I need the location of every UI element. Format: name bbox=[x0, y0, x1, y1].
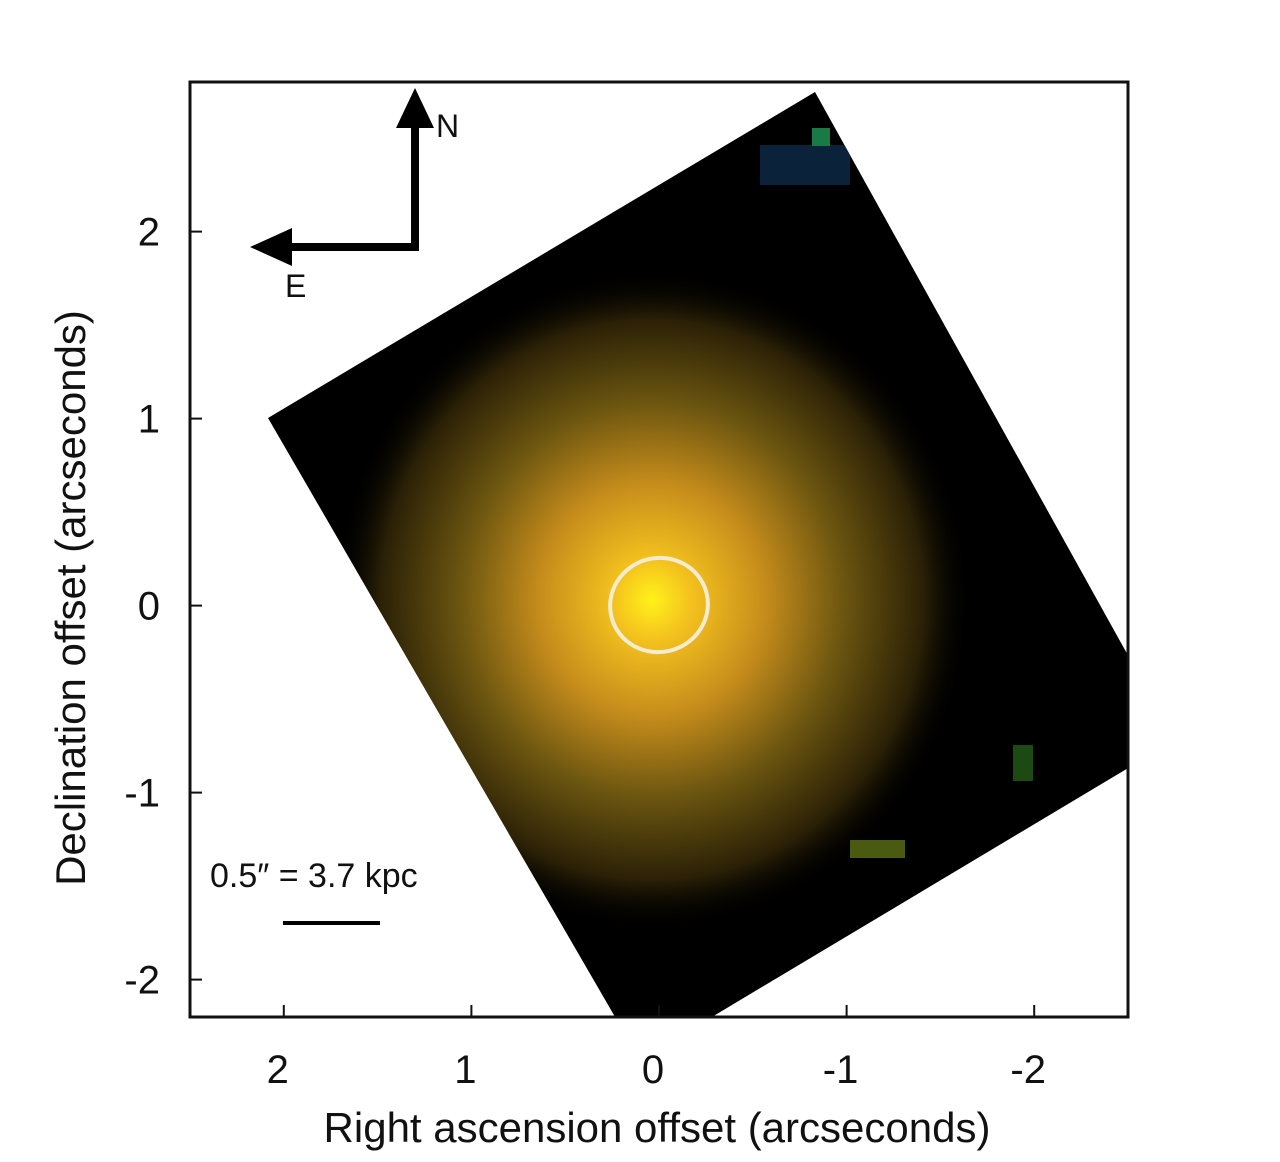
y-tick-label: 0 bbox=[138, 585, 160, 629]
scale-bar-label: 0.5″ = 3.7 kpc bbox=[210, 857, 418, 895]
y-axis-title: Declination offset (arcseconds) bbox=[47, 310, 94, 886]
east-arrowhead-icon bbox=[250, 228, 292, 266]
x-tick-label: 1 bbox=[454, 1048, 476, 1092]
north-arrowhead-icon bbox=[396, 88, 434, 128]
x-tick-label: 0 bbox=[642, 1048, 664, 1092]
y-tick-label: 2 bbox=[138, 211, 160, 255]
x-tick-label: 2 bbox=[267, 1048, 289, 1092]
compass: N E bbox=[250, 88, 459, 304]
y-tick-label: -2 bbox=[124, 959, 160, 1003]
green-pixel bbox=[812, 128, 830, 146]
green-pixel bbox=[1013, 745, 1033, 781]
core-ellipse-marker bbox=[608, 555, 710, 655]
y-tick-label: -1 bbox=[124, 772, 160, 816]
north-label: N bbox=[436, 108, 459, 144]
east-label: E bbox=[285, 268, 306, 304]
x-axis-title: Right ascension offset (arcseconds) bbox=[324, 1104, 991, 1151]
y-tick-label: 1 bbox=[138, 398, 160, 442]
x-tick-label: -2 bbox=[1010, 1048, 1046, 1092]
galaxy-emission bbox=[332, 270, 972, 930]
green-pixel bbox=[850, 840, 905, 858]
blue-pixels bbox=[760, 145, 850, 185]
x-tick-label: -1 bbox=[823, 1048, 859, 1092]
